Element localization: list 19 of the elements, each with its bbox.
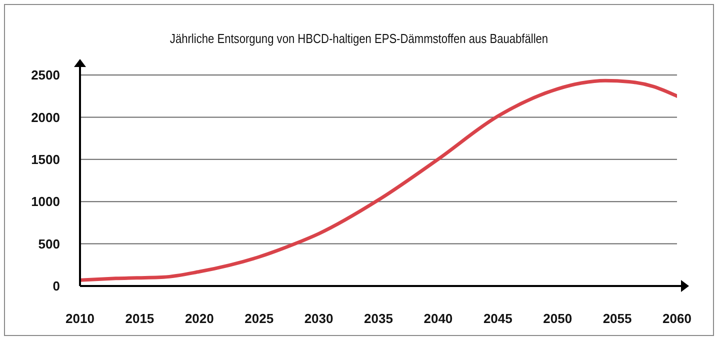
y-tick-label: 2000 <box>31 110 60 125</box>
x-tick-label: 2020 <box>184 311 214 326</box>
x-tick-label: 2060 <box>662 311 692 326</box>
chart-title: Jährliche Entsorgung von HBCD-haltigen EPS-Dämmstoffen aus Bauabfällen <box>168 31 550 46</box>
y-tick-label: 2500 <box>31 68 60 83</box>
y-tick-label: 1000 <box>31 194 60 210</box>
x-tick-label: 2055 <box>602 311 632 326</box>
y-tick-label: 500 <box>38 236 60 252</box>
x-tick-label: 2045 <box>483 311 512 326</box>
x-tick-label: 2025 <box>244 311 274 326</box>
x-tick-label: 2035 <box>364 311 393 326</box>
x-tick-label: 2050 <box>543 311 572 326</box>
y-tick-label: 0 <box>52 278 60 294</box>
x-tick-label: 2015 <box>125 311 154 326</box>
y-tick-label: 1500 <box>31 152 60 168</box>
x-tick-label: 2030 <box>304 311 334 326</box>
x-tick-label: 2010 <box>66 311 94 326</box>
x-tick-label: 2040 <box>424 311 453 326</box>
line-series <box>80 78 677 282</box>
